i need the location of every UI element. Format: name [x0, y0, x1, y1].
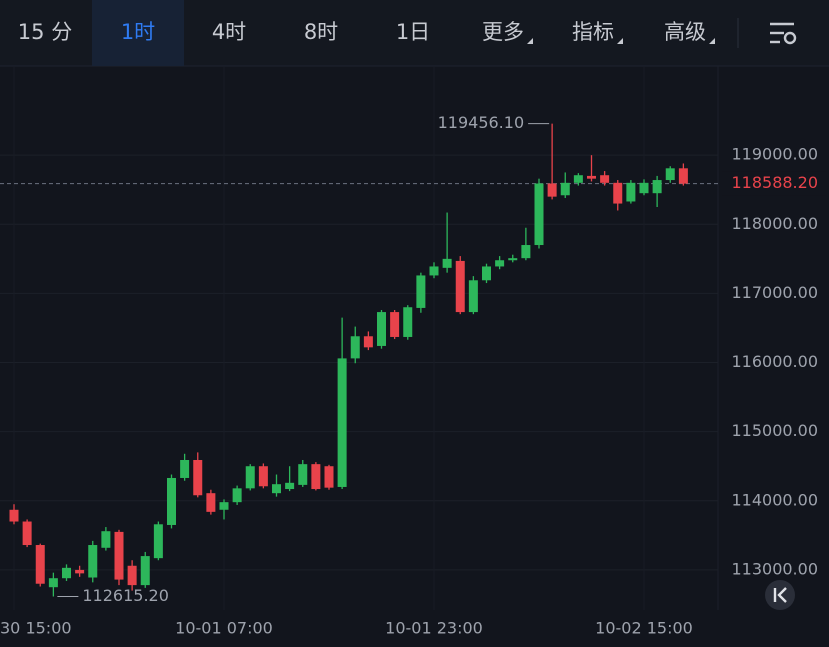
candle-body	[114, 531, 124, 580]
candle-body	[9, 509, 19, 522]
candle-body	[521, 245, 531, 259]
x-tick-label: 30 15:00	[0, 619, 72, 638]
candle-body	[206, 493, 216, 512]
tab[interactable]: 4时	[212, 20, 246, 44]
candle-body	[626, 182, 636, 202]
y-tick-label: 115000.00	[731, 421, 818, 440]
candle-body	[258, 466, 268, 487]
y-tick-label: 119000.00	[731, 145, 818, 164]
settings-icon[interactable]	[770, 22, 797, 45]
candle-body	[468, 280, 478, 313]
candle-body	[88, 545, 98, 578]
active-tab-bg	[92, 0, 184, 66]
candle-body	[363, 336, 373, 348]
tab[interactable]: 8时	[304, 20, 338, 44]
y-tick-label: 116000.00	[731, 352, 818, 371]
x-tick-label: 10-01 07:00	[175, 619, 273, 638]
candle-body	[337, 358, 347, 487]
candle-body	[22, 521, 32, 546]
min-marker-label: 112615.20	[82, 586, 169, 605]
candle-body	[140, 556, 150, 586]
tab[interactable]: 指标	[572, 20, 614, 44]
candle-body	[508, 258, 518, 261]
candle-body	[455, 260, 465, 313]
candle-body	[573, 175, 583, 183]
candle-body	[560, 182, 570, 196]
candle-body	[534, 183, 544, 246]
candle-body	[678, 168, 688, 184]
candle-body	[639, 182, 649, 194]
candle-body	[442, 258, 452, 268]
tab[interactable]: 高级	[664, 20, 706, 44]
plot-area	[0, 66, 718, 610]
max-marker-label: 119456.10	[438, 113, 525, 132]
candle-body	[390, 312, 400, 337]
candle-body	[482, 266, 491, 281]
candle-body	[62, 567, 71, 579]
candle-body	[429, 266, 439, 276]
candle-body	[285, 482, 295, 490]
last-price-label: 118588.20	[731, 173, 818, 192]
x-tick-label: 10-02 15:00	[595, 619, 693, 638]
candle-body	[75, 569, 85, 574]
y-tick-label: 117000.00	[731, 283, 818, 302]
tab[interactable]: 1时	[121, 20, 155, 44]
candle-body	[600, 175, 610, 183]
candle-body	[298, 464, 308, 485]
candle-body	[193, 460, 203, 496]
x-tick-label: 10-01 23:00	[385, 619, 483, 638]
last-price-box	[722, 171, 826, 196]
candle-body	[652, 180, 662, 194]
candle-body	[547, 183, 557, 197]
candle-body	[101, 531, 111, 548]
candle-body	[48, 578, 58, 588]
candle-body	[245, 466, 255, 489]
candle-body	[219, 502, 229, 510]
candle-body	[377, 312, 386, 346]
candle-body	[613, 182, 623, 204]
candle-body	[495, 260, 505, 267]
candle-body	[311, 464, 321, 490]
y-tick-label: 113000.00	[731, 559, 818, 578]
dropdown-arrow	[709, 38, 715, 44]
candle-body	[403, 307, 413, 337]
candle-body	[350, 336, 360, 359]
candle-body	[324, 466, 334, 488]
dropdown-arrow	[617, 38, 623, 44]
tab[interactable]: 1日	[396, 20, 430, 44]
candle-body	[416, 275, 426, 308]
candle-body	[272, 484, 281, 494]
candle-body	[167, 477, 176, 525]
candle-body	[153, 524, 163, 559]
candle-body	[35, 545, 45, 584]
candle-body	[232, 488, 242, 503]
candle-body	[587, 175, 596, 179]
y-tick-label: 118000.00	[731, 214, 818, 233]
tab[interactable]: 15 分	[18, 20, 72, 44]
candle-body	[180, 460, 190, 478]
candle-body	[665, 168, 675, 181]
dropdown-arrow	[527, 38, 533, 44]
tab[interactable]: 更多	[482, 20, 524, 44]
candle-body	[127, 565, 137, 586]
y-tick-label: 114000.00	[731, 490, 818, 509]
collapse-button[interactable]	[765, 580, 795, 610]
